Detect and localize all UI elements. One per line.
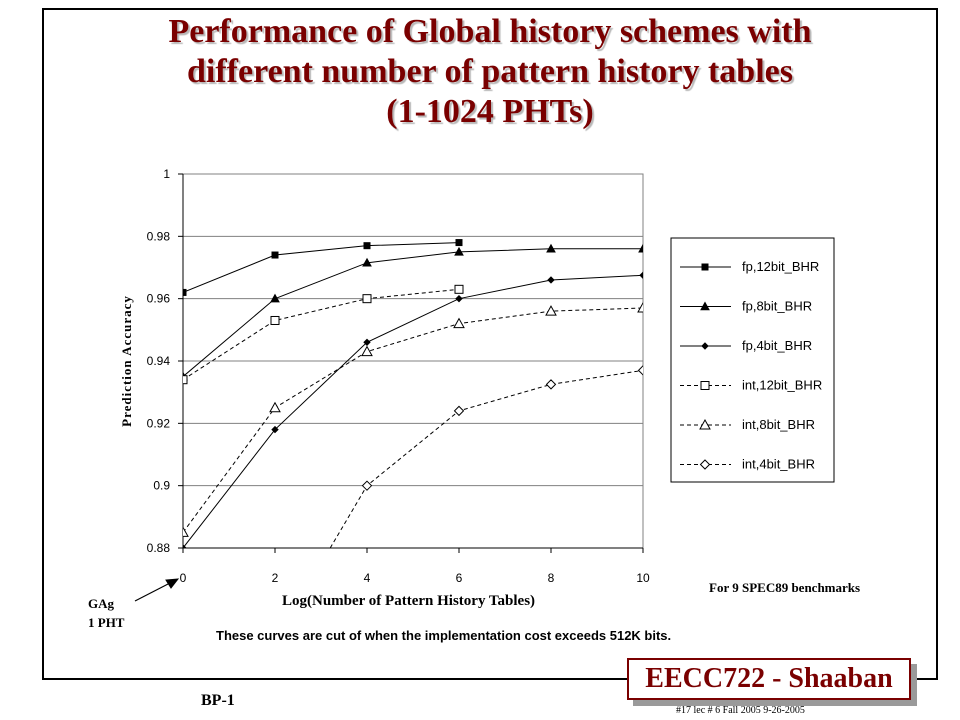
y-axis-label: Prediction Accuracy — [119, 295, 134, 427]
data-point — [454, 284, 464, 294]
data-point — [638, 243, 643, 253]
slide-id: BP-1 — [201, 692, 235, 709]
series-line — [183, 288, 460, 381]
data-point — [183, 375, 188, 385]
slide-title: Performance of Global history schemes wi… — [42, 12, 938, 132]
x-tick-label: 8 — [548, 571, 555, 585]
series-line — [183, 274, 643, 548]
x-tick-label: 0 — [180, 571, 187, 585]
arrow-head — [165, 578, 180, 589]
series-int-4bit-bhr — [329, 365, 643, 548]
legend-label: fp,4bit_BHR — [742, 338, 812, 353]
footer-info: #17 lec # 6 Fall 2005 9-26-2005 — [676, 705, 805, 716]
data-point — [269, 401, 281, 413]
x-tick-label: 4 — [364, 571, 371, 585]
data-point — [545, 379, 557, 390]
data-point — [455, 294, 463, 303]
y-tick-label: 0.9 — [153, 479, 170, 493]
title-line-3: (1-1024 PHTs) — [386, 93, 594, 130]
benchmark-note: For 9 SPEC89 benchmarks — [709, 580, 861, 595]
series-line — [183, 248, 643, 377]
data-point — [637, 365, 643, 376]
series-fp-4bit-bhr — [183, 271, 643, 548]
series-line — [183, 307, 643, 533]
legend-marker — [700, 301, 710, 311]
legend-marker — [701, 263, 709, 271]
data-point — [183, 288, 187, 296]
legend-item: int,12bit_BHR — [680, 378, 822, 393]
legend-item: int,4bit_BHR — [680, 457, 815, 472]
data-point — [271, 251, 279, 259]
legend-marker — [699, 418, 711, 430]
legend-item: int,8bit_BHR — [680, 417, 815, 432]
slide-frame — [42, 8, 938, 680]
gag-label: GAg — [88, 596, 114, 611]
legend-marker — [701, 342, 709, 350]
series-int-12bit-bhr — [183, 284, 464, 385]
data-point — [454, 246, 464, 256]
chart-caption: These curves are cut of when the impleme… — [216, 628, 672, 643]
legend-label: fp,12bit_BHR — [742, 259, 819, 274]
title-line-2: different number of pattern history tabl… — [187, 53, 793, 90]
data-point — [183, 544, 187, 548]
data-point — [183, 526, 189, 537]
data-point — [639, 271, 643, 279]
gag-annotation: GAg 1 PHT — [88, 594, 124, 632]
y-tick-label: 0.94 — [147, 354, 171, 368]
data-point — [637, 301, 643, 313]
arrow-shaft — [134, 582, 171, 602]
y-tick-label: 0.96 — [147, 292, 171, 306]
data-point — [362, 294, 372, 304]
legend-label: fp,8bit_BHR — [742, 299, 812, 314]
legend-label: int,4bit_BHR — [742, 457, 815, 472]
legend-label: int,8bit_BHR — [742, 417, 815, 432]
legend-marker — [699, 459, 711, 470]
y-tick-label: 1 — [163, 167, 170, 181]
legend-label: int,12bit_BHR — [742, 378, 822, 393]
x-tick-label: 10 — [636, 571, 650, 585]
y-tick-label: 0.98 — [147, 229, 171, 243]
data-point — [545, 305, 557, 316]
data-point — [362, 257, 372, 267]
gag-arrow — [134, 578, 180, 602]
series-fp-12bit-bhr — [183, 239, 463, 296]
legend — [670, 237, 835, 483]
data-point — [453, 405, 465, 417]
data-point — [361, 345, 373, 357]
course-badge: EECC722 - Shaaban — [627, 658, 911, 700]
data-point — [361, 480, 373, 491]
data-point — [270, 293, 280, 303]
data-point — [270, 315, 280, 325]
data-point — [363, 242, 371, 250]
gag-pht-label: 1 PHT — [88, 615, 125, 630]
x-tick-label: 6 — [456, 571, 463, 585]
data-point — [453, 317, 465, 329]
legend-item: fp,8bit_BHR — [680, 299, 812, 314]
data-point — [547, 276, 555, 284]
legend-item: fp,12bit_BHR — [680, 259, 819, 274]
x-tick-label: 2 — [272, 571, 279, 585]
title-line-1: Performance of Global history schemes wi… — [168, 13, 812, 50]
data-point — [271, 425, 279, 434]
series-int-8bit-bhr — [183, 301, 643, 537]
data-point — [455, 239, 463, 247]
series-line — [183, 242, 460, 293]
data-point — [546, 243, 556, 253]
x-axis-label: Log(Number of Pattern History Tables) — [282, 593, 536, 609]
data-point — [363, 338, 371, 347]
y-tick-label: 0.92 — [147, 416, 171, 430]
legend-marker — [700, 381, 710, 390]
legend-item: fp,4bit_BHR — [680, 338, 812, 353]
y-tick-label: 0.88 — [147, 541, 171, 555]
series-line — [329, 369, 643, 548]
